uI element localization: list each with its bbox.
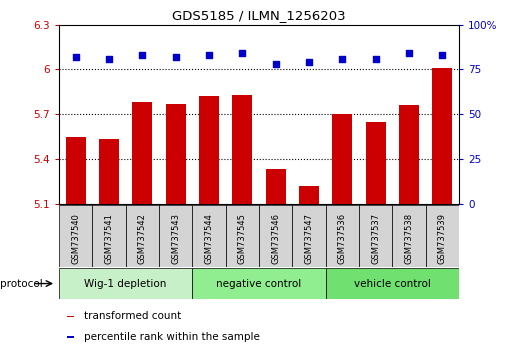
Point xyxy=(105,56,113,62)
Text: GSM737542: GSM737542 xyxy=(138,213,147,264)
Bar xyxy=(232,95,252,204)
Point xyxy=(138,52,147,58)
FancyBboxPatch shape xyxy=(126,205,159,267)
Text: GSM737540: GSM737540 xyxy=(71,213,80,264)
FancyBboxPatch shape xyxy=(292,205,326,267)
Bar xyxy=(399,105,419,204)
Text: GSM737544: GSM737544 xyxy=(205,213,213,264)
Text: protocol: protocol xyxy=(0,279,43,289)
Point xyxy=(271,61,280,67)
Point xyxy=(238,51,246,56)
FancyBboxPatch shape xyxy=(159,205,192,267)
Point xyxy=(371,56,380,62)
Point xyxy=(205,52,213,58)
FancyBboxPatch shape xyxy=(192,205,226,267)
Text: GSM737547: GSM737547 xyxy=(305,213,313,264)
FancyBboxPatch shape xyxy=(192,268,326,299)
Title: GDS5185 / ILMN_1256203: GDS5185 / ILMN_1256203 xyxy=(172,9,346,22)
FancyBboxPatch shape xyxy=(59,268,192,299)
FancyBboxPatch shape xyxy=(359,205,392,267)
Text: GSM737545: GSM737545 xyxy=(238,213,247,264)
Text: GSM737543: GSM737543 xyxy=(171,213,180,264)
Text: vehicle control: vehicle control xyxy=(354,279,431,289)
Text: transformed count: transformed count xyxy=(84,312,181,321)
Bar xyxy=(132,102,152,204)
Point xyxy=(305,59,313,65)
Text: GSM737546: GSM737546 xyxy=(271,213,280,264)
FancyBboxPatch shape xyxy=(326,268,459,299)
FancyBboxPatch shape xyxy=(392,205,426,267)
Text: negative control: negative control xyxy=(216,279,302,289)
Point xyxy=(71,54,80,60)
Bar xyxy=(199,96,219,204)
FancyBboxPatch shape xyxy=(326,205,359,267)
Point xyxy=(405,51,413,56)
FancyBboxPatch shape xyxy=(59,205,92,267)
Text: GSM737539: GSM737539 xyxy=(438,213,447,264)
Bar xyxy=(366,122,386,204)
Bar xyxy=(66,137,86,204)
Point xyxy=(338,56,346,62)
FancyBboxPatch shape xyxy=(92,205,126,267)
Text: GSM737536: GSM737536 xyxy=(338,213,347,264)
FancyBboxPatch shape xyxy=(426,205,459,267)
Text: GSM737538: GSM737538 xyxy=(405,213,413,264)
Bar xyxy=(299,185,319,204)
Text: Wig-1 depletion: Wig-1 depletion xyxy=(85,279,167,289)
Bar xyxy=(99,139,119,204)
FancyBboxPatch shape xyxy=(67,336,74,338)
Text: GSM737537: GSM737537 xyxy=(371,213,380,264)
Bar xyxy=(332,114,352,204)
Bar xyxy=(266,169,286,204)
Point xyxy=(171,54,180,60)
Point xyxy=(438,52,446,58)
FancyBboxPatch shape xyxy=(259,205,292,267)
Text: percentile rank within the sample: percentile rank within the sample xyxy=(84,332,260,342)
Bar xyxy=(166,104,186,204)
FancyBboxPatch shape xyxy=(67,316,74,317)
Text: GSM737541: GSM737541 xyxy=(105,213,113,264)
Bar xyxy=(432,68,452,204)
FancyBboxPatch shape xyxy=(226,205,259,267)
